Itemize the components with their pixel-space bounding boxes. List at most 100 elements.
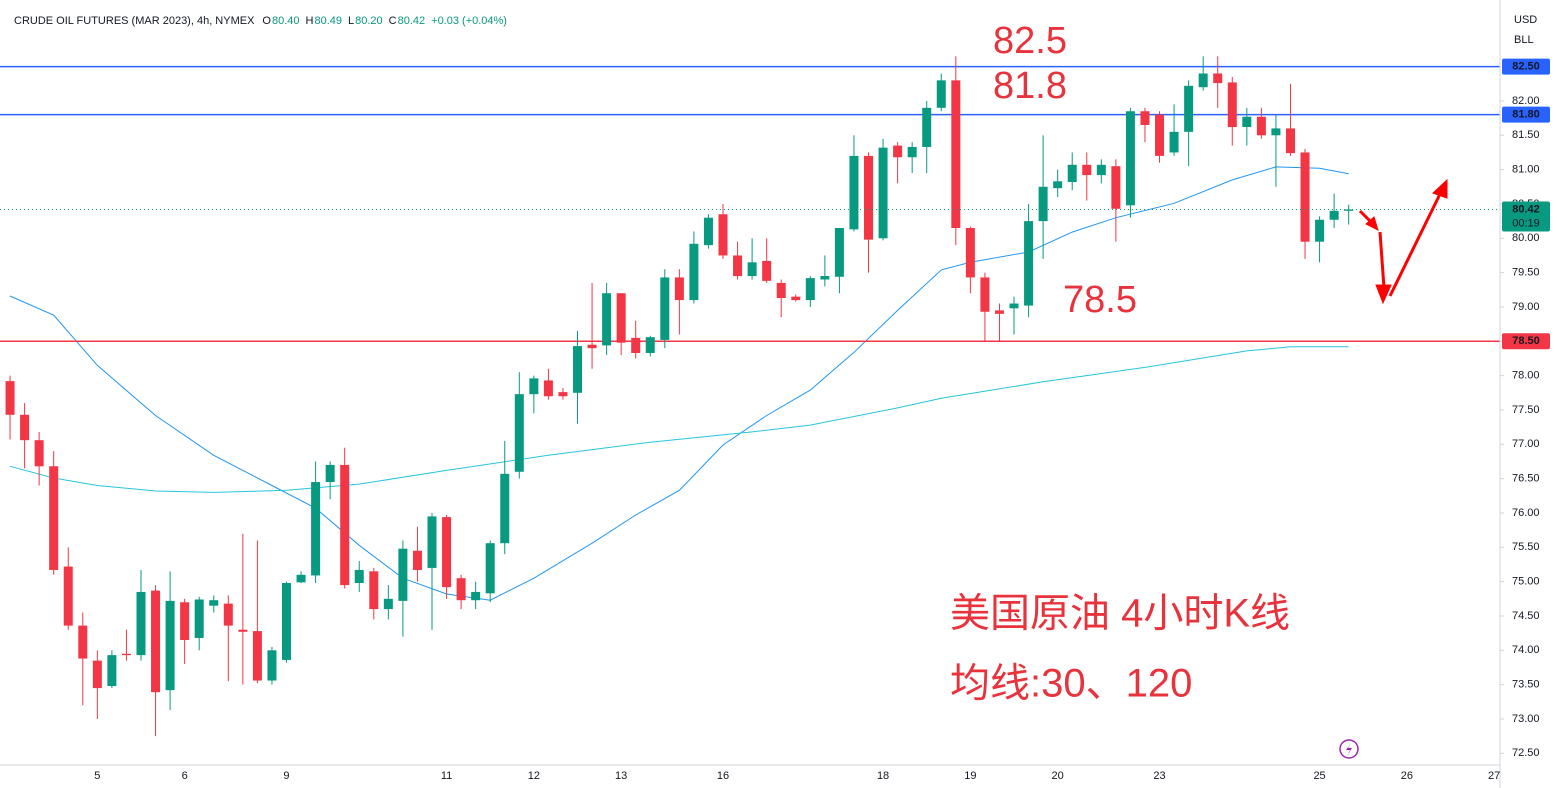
candle-body [398,548,408,601]
x-tick-label: 19 [964,770,976,782]
candle-body [1344,209,1354,211]
candle-body [223,603,233,626]
candle-body [165,600,175,691]
y-tick-label: 74.50 [1512,610,1540,622]
unit: BLL [1514,34,1534,46]
annotation: 均线:30、120 [950,662,1192,706]
ohlc-label: L [348,15,354,27]
annotation: 美国原油 4小时K线 [950,592,1290,636]
candle-body [1155,114,1165,156]
candle-body [1024,221,1034,306]
candle-body [922,107,932,147]
candle-body [238,629,248,632]
candle-body [340,464,350,586]
candle-body [514,394,524,472]
candle-body [63,566,73,626]
candle-body [1198,73,1208,88]
candle-body [1111,166,1121,209]
x-tick-label: 27 [1488,770,1500,782]
ohlc-label: H [306,15,314,27]
x-tick-label: 13 [615,770,627,782]
y-tick-label: 73.00 [1512,713,1540,725]
candle-body [1329,210,1339,220]
candle-body [5,381,15,415]
candle-body [602,293,612,346]
candle-body [936,80,946,108]
y-tick-label: 79.00 [1512,301,1540,313]
y-tick-label: 78.00 [1512,370,1540,382]
candle-body [1256,116,1266,136]
candle-body [1315,219,1325,242]
candle-body [180,602,190,641]
candle-body [311,482,321,576]
candle-body [121,653,131,656]
candle-body [267,650,277,681]
candle-body [369,571,379,610]
candle-body [660,277,670,340]
candle-body [325,464,335,483]
candle-body [1300,152,1310,242]
last-price-box [1502,201,1550,232]
candle-body [1140,111,1150,125]
candle-body [1038,186,1048,222]
candle-body [1285,128,1295,154]
candle-body [20,414,30,441]
x-tick-label: 23 [1153,770,1165,782]
y-tick-label: 77.50 [1512,404,1540,416]
arrow-head [1375,284,1392,305]
ohlc-label: C [389,15,397,27]
icon-bolt[interactable] [1346,743,1352,756]
candle-body [703,217,713,246]
header: CRUDE OIL FUTURES (MAR 2023), 4h, NYMEX … [14,15,507,27]
candle-body [776,282,786,299]
y-tick-label: 76.00 [1512,507,1540,519]
candle-body [427,516,437,568]
y-tick-label: 79.50 [1512,267,1540,279]
candle-body [747,262,757,277]
candle-body [674,277,684,301]
y-tick-label: 72.50 [1512,747,1540,759]
y-tick-label: 82.00 [1512,95,1540,107]
y-tick-label: 73.50 [1512,679,1540,691]
x-tick-label: 9 [283,770,289,782]
y-tick-label: 75.00 [1512,576,1540,588]
moving-average [9,166,1349,601]
level-label-box [1502,58,1550,75]
candle-body [1227,82,1237,128]
candle-body [442,517,452,588]
candle-body [471,591,481,601]
candle-body [587,344,597,349]
y-tick-label: 74.00 [1512,644,1540,656]
candle-body [1213,73,1223,84]
candle-body [151,590,161,693]
candle-body [1082,164,1092,176]
candle-body [631,337,641,353]
candle-body [849,155,859,230]
moving-average [9,346,1349,493]
red-arrows [1358,178,1448,305]
x-tick-label: 16 [717,770,729,782]
candle-body [645,337,655,353]
symbol: CRUDE OIL FUTURES (MAR 2023), 4h, NYMEX [14,15,255,27]
y-tick-label: 76.50 [1512,473,1540,485]
candle-body [136,591,146,656]
y-tick-label: 77.00 [1512,438,1540,450]
candle-body [965,227,975,278]
replay-icon[interactable] [1339,739,1359,759]
candle-body [92,660,102,689]
candle-body [194,599,204,638]
candle-body [733,255,743,277]
x-tick-label: 26 [1401,770,1413,782]
candle-body [907,146,917,158]
candle-body [893,145,903,158]
annotation: 78.5 [1063,279,1137,321]
candle-body [1169,131,1179,153]
candle-body [980,277,990,312]
candle-body [485,543,495,594]
candle-body [1184,85,1194,132]
icon-circle[interactable] [1339,739,1359,759]
arrow [1378,231,1386,289]
ohlc-value: 80.42 [398,15,426,27]
plot-area [0,56,1500,737]
